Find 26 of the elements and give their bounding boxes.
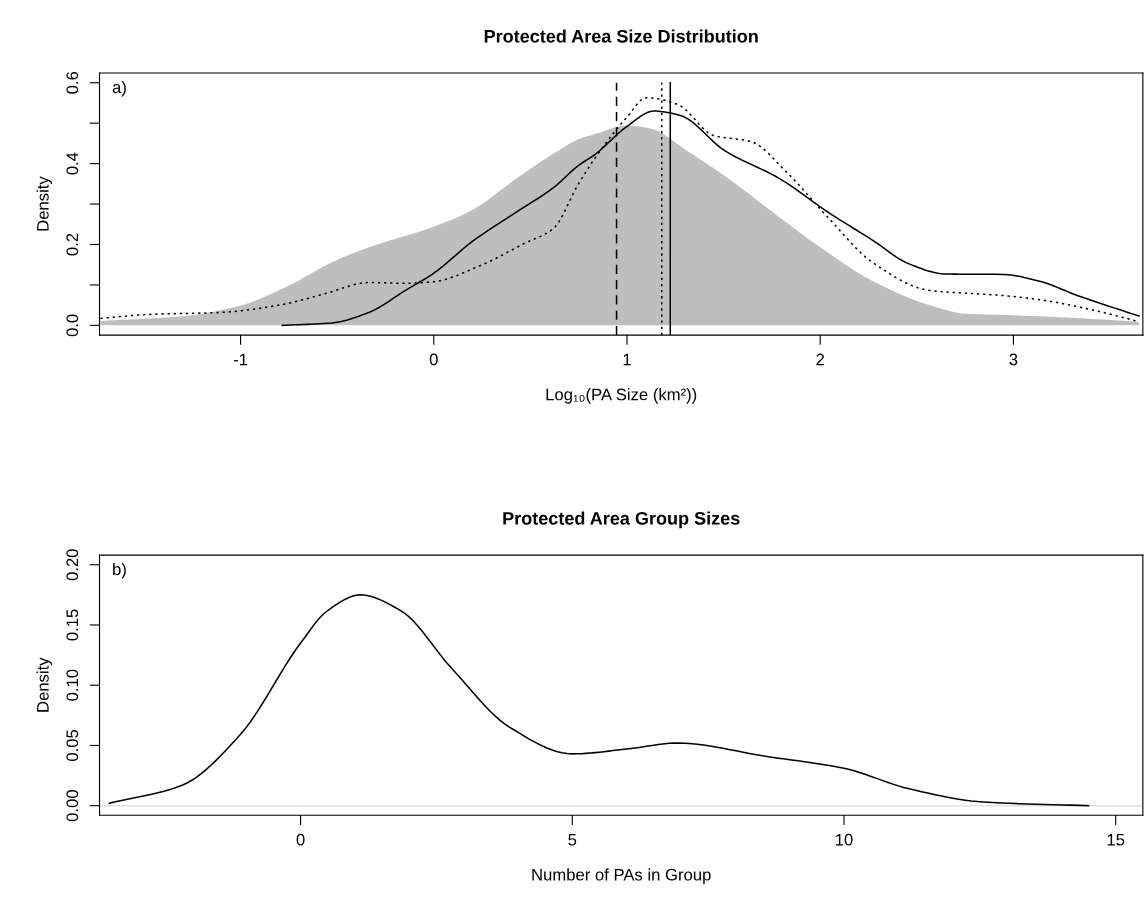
x-tick-label: -1 [233, 353, 248, 366]
y-tick-label: 0.20 [66, 549, 79, 581]
annotation: b) [113, 562, 126, 579]
y-axis-title: Density [36, 176, 53, 231]
y-tick-label: 0.05 [66, 729, 79, 762]
y-tick-label: 0.6 [66, 71, 79, 94]
y-tick-label: 0.10 [66, 669, 79, 701]
y-tick-label: 0.15 [66, 609, 79, 641]
chart-title: Protected Area Group Sizes [503, 511, 740, 529]
y-tick-label: 0.0 [66, 314, 79, 337]
x-tick-label: 10 [835, 833, 853, 846]
x-tick-label: 1 [623, 353, 631, 366]
y-tick-label: 0.4 [66, 152, 79, 175]
y-tick-label: 0.00 [66, 790, 79, 822]
y-tick-label: 0.2 [66, 233, 79, 256]
x-tick-label: 15 [1107, 833, 1125, 846]
x-tick-label: 0 [429, 353, 438, 366]
chart-title: Protected Area Size Distribution [484, 29, 758, 43]
x-tick-label: 0 [296, 833, 305, 846]
x-axis-title: Log₁₀(PA Size (km²)) [546, 388, 697, 404]
y-axis-title: Density [36, 657, 53, 712]
x-tick-label: 2 [816, 353, 824, 366]
x-axis-title: Number of PAs in Group [532, 868, 711, 884]
x-tick-label: 3 [1009, 353, 1018, 366]
annotation: a) [112, 80, 126, 97]
x-tick-label: 5 [568, 833, 577, 846]
